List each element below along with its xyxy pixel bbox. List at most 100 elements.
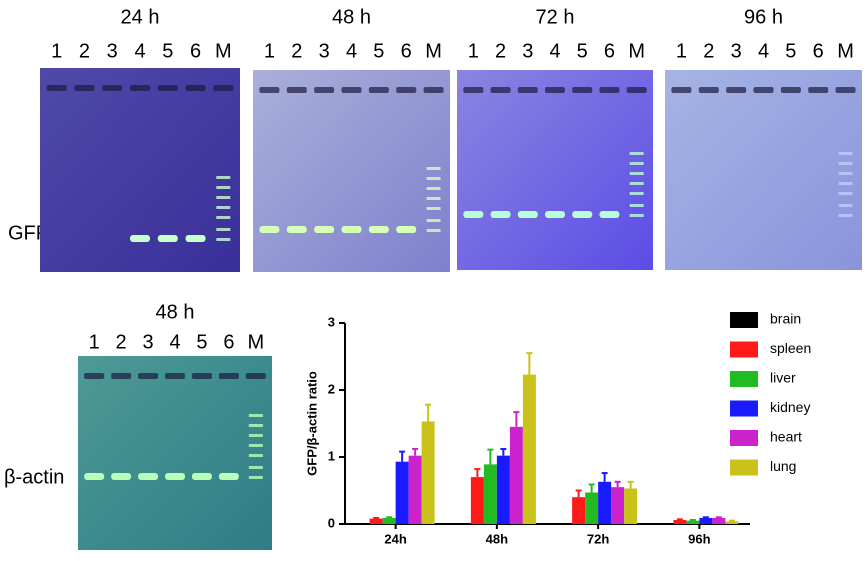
ladder-band bbox=[216, 238, 231, 241]
legend-swatch bbox=[730, 430, 758, 446]
well bbox=[753, 87, 774, 93]
well bbox=[545, 87, 565, 93]
gel-image bbox=[253, 70, 450, 272]
bar bbox=[572, 497, 586, 524]
bar bbox=[470, 477, 484, 524]
dna-band bbox=[490, 211, 511, 218]
legend-label: kidney bbox=[770, 399, 810, 415]
lane-label: 1 bbox=[264, 40, 275, 62]
bar bbox=[408, 455, 422, 524]
ladder-band bbox=[426, 229, 441, 232]
ladder-band bbox=[629, 204, 644, 207]
dna-band bbox=[341, 226, 362, 233]
well bbox=[341, 87, 362, 93]
lane-label: 6 bbox=[190, 40, 201, 62]
bar bbox=[369, 518, 383, 524]
lane-label: 5 bbox=[196, 331, 207, 353]
ladder-band bbox=[216, 206, 231, 209]
lane-label: M bbox=[628, 40, 645, 62]
well bbox=[102, 85, 123, 91]
well bbox=[517, 87, 538, 93]
legend-label: heart bbox=[770, 429, 802, 445]
ladder-band bbox=[838, 214, 853, 217]
ladder-band bbox=[216, 196, 231, 199]
ladder-band bbox=[629, 182, 644, 185]
lane-label: M bbox=[425, 40, 442, 62]
well bbox=[286, 87, 307, 93]
well bbox=[368, 87, 389, 93]
bar bbox=[483, 464, 497, 524]
ladder-band bbox=[629, 192, 644, 195]
ladder-band bbox=[426, 187, 441, 190]
ladder-band bbox=[838, 152, 853, 155]
well bbox=[245, 373, 266, 379]
ladder-band bbox=[426, 197, 441, 200]
ladder-band bbox=[629, 152, 644, 155]
lane-label: 6 bbox=[604, 40, 615, 62]
lane-label: 4 bbox=[346, 40, 357, 62]
lane-label: 3 bbox=[107, 40, 118, 62]
lane-label: 3 bbox=[319, 40, 330, 62]
legend-swatch bbox=[730, 312, 758, 328]
ladder-band bbox=[248, 454, 263, 457]
bar bbox=[725, 521, 739, 524]
ladder-band bbox=[838, 204, 853, 207]
lane-label: 5 bbox=[162, 40, 173, 62]
ladder-band bbox=[248, 444, 263, 447]
lane-label: 2 bbox=[703, 40, 714, 62]
gel-image bbox=[665, 70, 862, 270]
dna-band bbox=[191, 473, 212, 480]
lane-label: 4 bbox=[549, 40, 560, 62]
x-tick-label: 96h bbox=[688, 531, 710, 546]
y-tick-label: 1 bbox=[328, 448, 335, 463]
lane-label: 4 bbox=[169, 331, 180, 353]
lane-label: 1 bbox=[676, 40, 687, 62]
well bbox=[314, 87, 335, 93]
bar bbox=[611, 487, 625, 524]
well bbox=[463, 87, 484, 93]
ladder-band bbox=[426, 177, 441, 180]
x-tick-label: 72h bbox=[587, 531, 609, 546]
bar bbox=[496, 455, 510, 524]
ladder-band bbox=[629, 214, 644, 217]
lane-label: 2 bbox=[495, 40, 506, 62]
ladder-band bbox=[838, 192, 853, 195]
lane-label: 4 bbox=[758, 40, 769, 62]
dna-band bbox=[463, 211, 484, 218]
legend-swatch bbox=[730, 459, 758, 476]
bar bbox=[598, 481, 612, 524]
bar bbox=[522, 374, 536, 524]
gel-image bbox=[457, 70, 653, 270]
lane-label: 3 bbox=[522, 40, 533, 62]
bar bbox=[673, 519, 687, 524]
well bbox=[191, 373, 212, 379]
legend-label: lung bbox=[770, 458, 796, 474]
well bbox=[165, 373, 185, 379]
dna-band bbox=[517, 211, 538, 218]
dna-band bbox=[396, 226, 417, 233]
lane-label: 5 bbox=[785, 40, 796, 62]
ladder-band bbox=[838, 162, 853, 165]
dna-band bbox=[368, 226, 389, 233]
well bbox=[396, 87, 417, 93]
ladder-band bbox=[216, 176, 231, 179]
lane-label: 1 bbox=[51, 40, 62, 62]
lane-label: 1 bbox=[89, 331, 100, 353]
gel-title: 96 h bbox=[744, 6, 783, 28]
bar bbox=[712, 517, 726, 524]
ladder-band bbox=[426, 207, 441, 210]
dna-band bbox=[84, 473, 105, 480]
well bbox=[726, 87, 747, 93]
legend-swatch bbox=[730, 371, 758, 387]
ladder-band bbox=[426, 167, 441, 170]
ladder-band bbox=[216, 186, 231, 189]
actin-label: β-actin bbox=[4, 466, 64, 488]
well bbox=[698, 87, 719, 93]
well bbox=[259, 87, 280, 93]
lane-label: 2 bbox=[116, 331, 127, 353]
well bbox=[74, 85, 95, 91]
well bbox=[671, 87, 692, 93]
lane-label: 2 bbox=[291, 40, 302, 62]
y-axis-label: GFP/β-actin ratio bbox=[304, 371, 319, 476]
